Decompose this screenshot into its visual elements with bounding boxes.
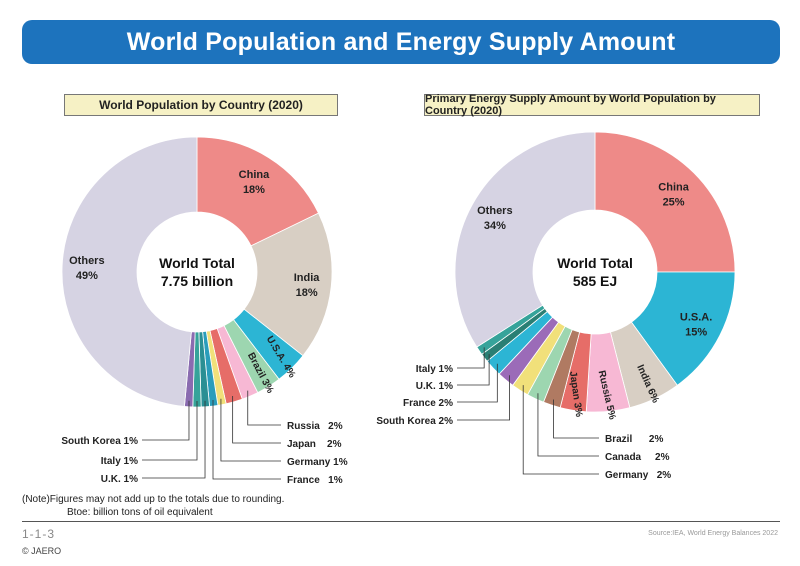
label-u-k: U.K. 1% bbox=[416, 381, 453, 392]
leader-italy bbox=[457, 347, 485, 369]
leader-u-k bbox=[142, 400, 206, 479]
page-number: 1-1-3 bbox=[22, 527, 56, 541]
title-banner: World Population and Energy Supply Amoun… bbox=[22, 20, 780, 64]
center-label-value: 7.75 billion bbox=[161, 273, 233, 289]
leader-france bbox=[457, 363, 498, 403]
label-germany: Germany 2% bbox=[605, 470, 671, 481]
label-south-korea: South Korea 2% bbox=[376, 416, 453, 427]
label-japan: Japan 2% bbox=[287, 439, 342, 450]
label-russia: Russia 2% bbox=[287, 421, 343, 432]
label-u-s-a: U.S.A. 15% bbox=[680, 312, 712, 339]
source-note: Source:IEA, World Energy Balances 2022 bbox=[648, 530, 778, 537]
label-brazil: Brazil 2% bbox=[605, 434, 663, 445]
label-u-k: U.K. 1% bbox=[101, 474, 138, 485]
footnote-line-1: (Note)Figures may not add up to the tota… bbox=[22, 494, 285, 505]
slice-china bbox=[196, 136, 320, 247]
label-others: Others 49% bbox=[69, 255, 104, 282]
label-others: Others 34% bbox=[477, 205, 512, 232]
leader-germany bbox=[220, 398, 281, 462]
footnote: (Note)Figures may not add up to the tota… bbox=[22, 493, 284, 519]
slice-india bbox=[243, 212, 333, 357]
leader-russia bbox=[247, 390, 281, 426]
label-china: China 25% bbox=[658, 181, 689, 208]
footer-divider bbox=[22, 521, 780, 522]
leader-germany bbox=[522, 385, 599, 475]
population-donut: China 18%India 18%U.S.A. 4%Brazil 3%Russia… bbox=[61, 136, 348, 486]
leader-france bbox=[212, 400, 281, 480]
center-label-title: World Total bbox=[557, 255, 633, 271]
label-canada: Canada 2% bbox=[605, 452, 670, 463]
leader-u-k bbox=[457, 354, 490, 386]
label-india: India 18% bbox=[294, 272, 321, 299]
leader-italy bbox=[142, 401, 198, 461]
label-italy: Italy 1% bbox=[101, 456, 138, 467]
slice-china bbox=[594, 131, 736, 273]
leader-south-korea bbox=[457, 375, 510, 421]
page-title: World Population and Energy Supply Amoun… bbox=[126, 27, 676, 56]
leader-brazil bbox=[553, 399, 599, 439]
label-france: France 2% bbox=[403, 398, 453, 409]
energy-donut: China 25%U.S.A. 15%India 6%Russia 5%Japan … bbox=[376, 131, 736, 481]
center-label-value: 585 EJ bbox=[573, 273, 617, 289]
label-germany: Germany 1% bbox=[287, 457, 348, 468]
leader-canada bbox=[537, 393, 599, 457]
slice-others bbox=[454, 131, 596, 348]
label-china: China 18% bbox=[239, 169, 270, 196]
slice-u-s-a bbox=[630, 271, 736, 386]
leader-japan bbox=[232, 395, 281, 444]
label-south-korea: South Korea 1% bbox=[61, 436, 138, 447]
chart-title-population: World Population by Country (2020) bbox=[64, 94, 338, 116]
slice-others bbox=[61, 136, 198, 407]
chart-title-energy: Primary Energy Supply Amount by World Po… bbox=[424, 93, 760, 117]
footnote-line-2: Btoe: billion tons of oil equivalent bbox=[67, 507, 213, 518]
copyright: © JAERO bbox=[22, 546, 62, 556]
center-label-title: World Total bbox=[159, 255, 235, 271]
label-france: France 1% bbox=[287, 475, 343, 486]
label-italy: Italy 1% bbox=[416, 364, 453, 375]
leader-south-korea bbox=[142, 400, 190, 441]
